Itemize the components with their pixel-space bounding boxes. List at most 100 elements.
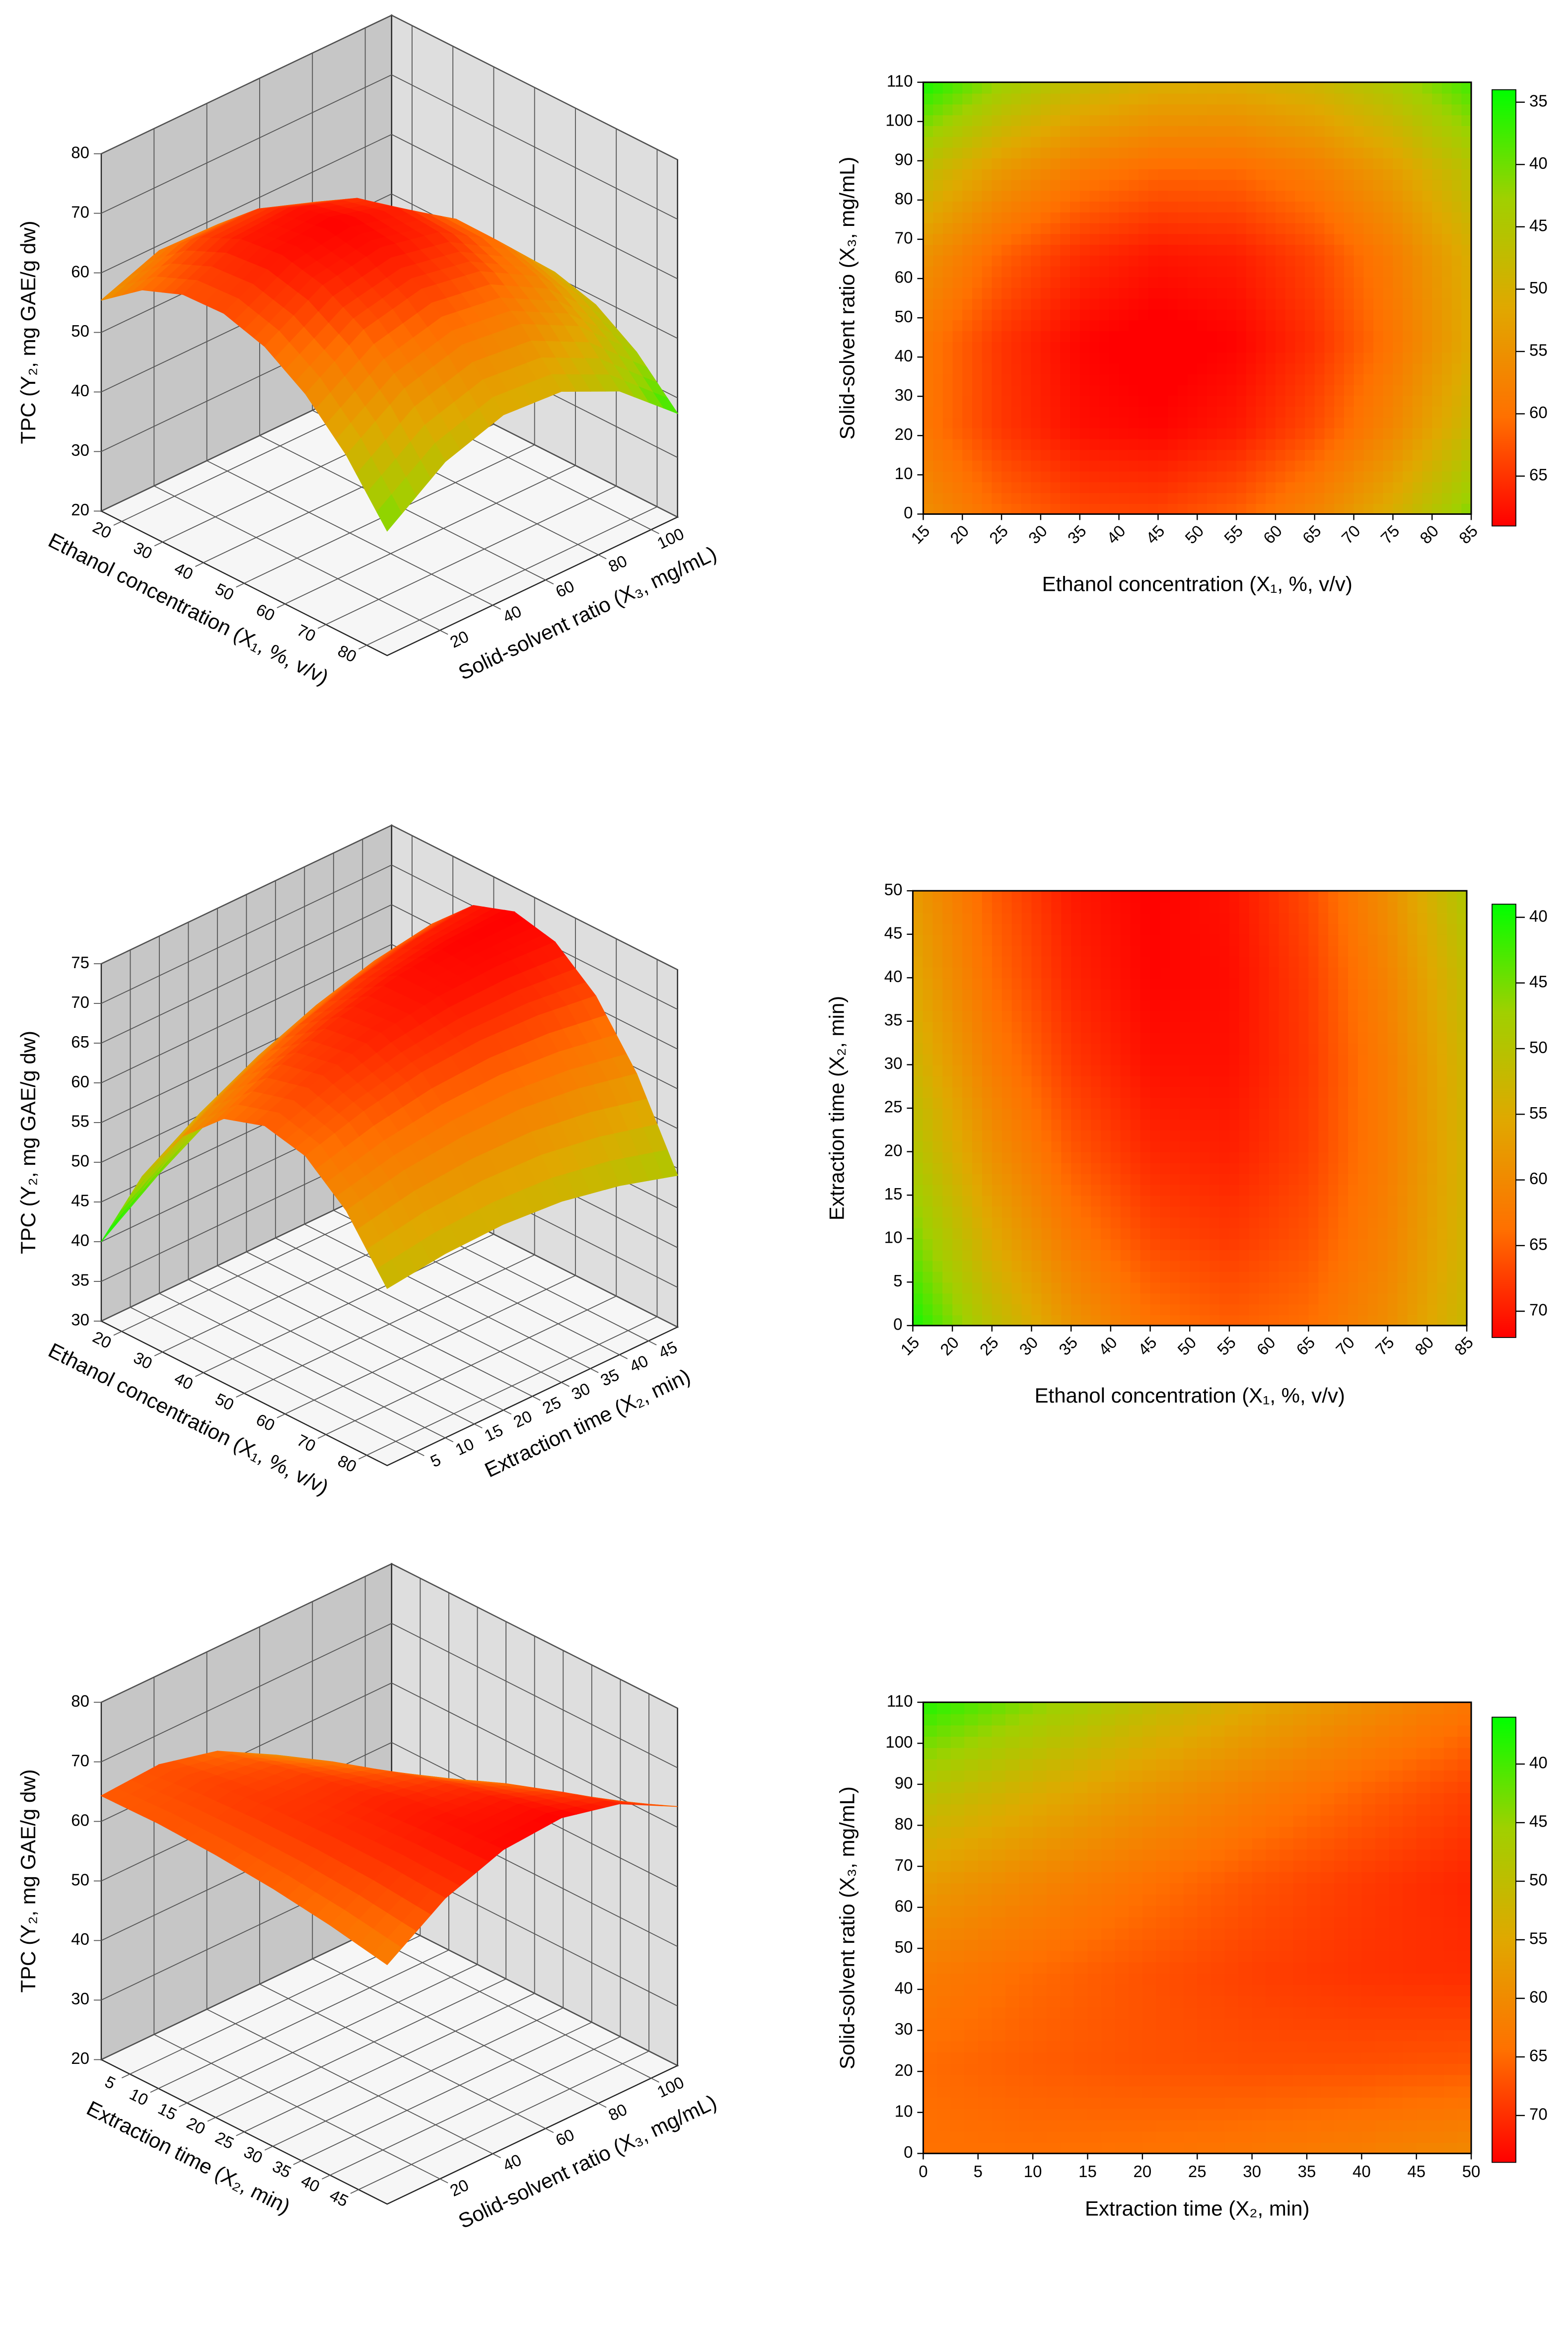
- heat-cell: [1275, 449, 1286, 461]
- heat-cell: [1031, 298, 1042, 310]
- heat-cell: [1383, 406, 1394, 418]
- heat-cell: [1060, 330, 1071, 342]
- heat-cell: [1275, 104, 1286, 116]
- heat-cell: [1119, 222, 1130, 234]
- heat-cell: [942, 1173, 953, 1185]
- heat-cell: [1168, 93, 1179, 105]
- heat-cell: [1197, 406, 1208, 418]
- heat-cell: [1363, 330, 1374, 342]
- heat-cell: [1324, 320, 1335, 331]
- heat-cell: [1041, 1075, 1052, 1087]
- heat-cell: [1040, 492, 1051, 504]
- heat-cell: [972, 233, 983, 245]
- heat-cell: [1187, 503, 1198, 515]
- heat-cell: [1197, 244, 1208, 256]
- heat-cell: [1308, 1151, 1319, 1163]
- heat-cell: [1422, 93, 1433, 105]
- heat-cell: [1079, 438, 1090, 450]
- heat-cell: [1393, 341, 1404, 353]
- heat-cell: [962, 1216, 973, 1229]
- heat-cell: [972, 136, 983, 148]
- heat-cell: [962, 449, 973, 461]
- heat-cell: [1190, 1064, 1201, 1076]
- heat-cell: [1393, 395, 1404, 407]
- heat-cell: [1031, 363, 1042, 374]
- heat-cell: [1031, 1130, 1042, 1141]
- heat-cell: [1314, 114, 1325, 126]
- heat-cell: [952, 1086, 963, 1098]
- heat-cell: [1021, 1227, 1032, 1239]
- heat-cell: [932, 1119, 943, 1131]
- heat-cell: [972, 1130, 983, 1141]
- heat-cell: [1060, 309, 1071, 321]
- heat-cell: [1246, 492, 1257, 504]
- heat-cell: [1021, 1151, 1032, 1163]
- heat-cell: [1071, 1315, 1082, 1327]
- heat-cell: [1457, 1260, 1468, 1272]
- heat-cell: [1269, 1227, 1280, 1239]
- heat-cell: [1461, 427, 1472, 439]
- heat-cell: [1266, 492, 1277, 504]
- heat-cell: [1216, 352, 1227, 364]
- heat-cell: [1060, 287, 1071, 299]
- heat-cell: [1119, 125, 1130, 137]
- heat-cell: [1021, 136, 1032, 148]
- heat-cell: [1071, 1184, 1082, 1196]
- heat-cell: [1177, 287, 1188, 299]
- heat-cell: [1050, 309, 1061, 321]
- heat-cell: [1011, 309, 1022, 321]
- heat-cell: [1130, 1271, 1141, 1283]
- heat-cell: [1373, 233, 1384, 245]
- heat-cell: [1050, 212, 1061, 223]
- heat-cell: [1295, 460, 1306, 472]
- heat-cell: [1256, 503, 1267, 515]
- heat-cell: [1001, 482, 1012, 494]
- heat-cell: [1367, 1162, 1378, 1174]
- heat-cell: [1190, 1315, 1201, 1327]
- heat-cell: [1246, 287, 1257, 299]
- heat-cell: [1130, 1304, 1141, 1316]
- heat-cell: [1207, 492, 1217, 504]
- heat-cell: [1427, 1260, 1438, 1272]
- heat-cell: [1412, 168, 1423, 180]
- heat-cell: [1050, 417, 1061, 428]
- heat-cell: [1259, 1227, 1270, 1239]
- heat-cell: [962, 168, 973, 180]
- heat-cell: [1011, 1108, 1022, 1120]
- heat-cell: [1021, 168, 1032, 180]
- heat-cell: [1266, 266, 1277, 278]
- heat-cell: [1031, 395, 1042, 407]
- heat-cell: [932, 1108, 943, 1120]
- heat-cell: [1397, 1227, 1408, 1239]
- heat-cell: [1200, 1108, 1211, 1120]
- heat-cell: [1461, 309, 1472, 321]
- heat-cell: [913, 1130, 924, 1141]
- heat-cell: [1109, 222, 1120, 234]
- heat-cell: [1001, 1075, 1012, 1087]
- heat-cell: [1412, 492, 1423, 504]
- heat-cell: [1266, 287, 1277, 299]
- heat-cell: [1226, 125, 1237, 137]
- heat-cell: [1397, 1184, 1408, 1196]
- heat-cell: [1457, 1249, 1468, 1261]
- heat-cell: [1357, 1184, 1369, 1196]
- heat-cell: [1216, 492, 1227, 504]
- heat-cell: [1441, 460, 1452, 472]
- heat-cell: [1348, 1206, 1359, 1218]
- heat-cell: [1148, 320, 1159, 331]
- heat-cell: [1226, 492, 1237, 504]
- heat-cell: [1397, 1304, 1408, 1316]
- y-tick-label: 40: [627, 1351, 651, 1376]
- heat-cell: [1344, 93, 1354, 105]
- heat-cell: [1190, 1097, 1201, 1109]
- heat-cell: [1216, 168, 1227, 180]
- heat-cell: [1285, 114, 1296, 126]
- heat-cell: [932, 1293, 943, 1305]
- heat-cell: [1168, 482, 1179, 494]
- heat-cell: [1318, 1064, 1329, 1076]
- heat-cell: [1158, 341, 1169, 353]
- heat-cell: [1031, 233, 1042, 245]
- heat-cell: [1197, 395, 1208, 407]
- heat-cell: [1079, 147, 1090, 159]
- heat-cell: [1387, 1086, 1398, 1098]
